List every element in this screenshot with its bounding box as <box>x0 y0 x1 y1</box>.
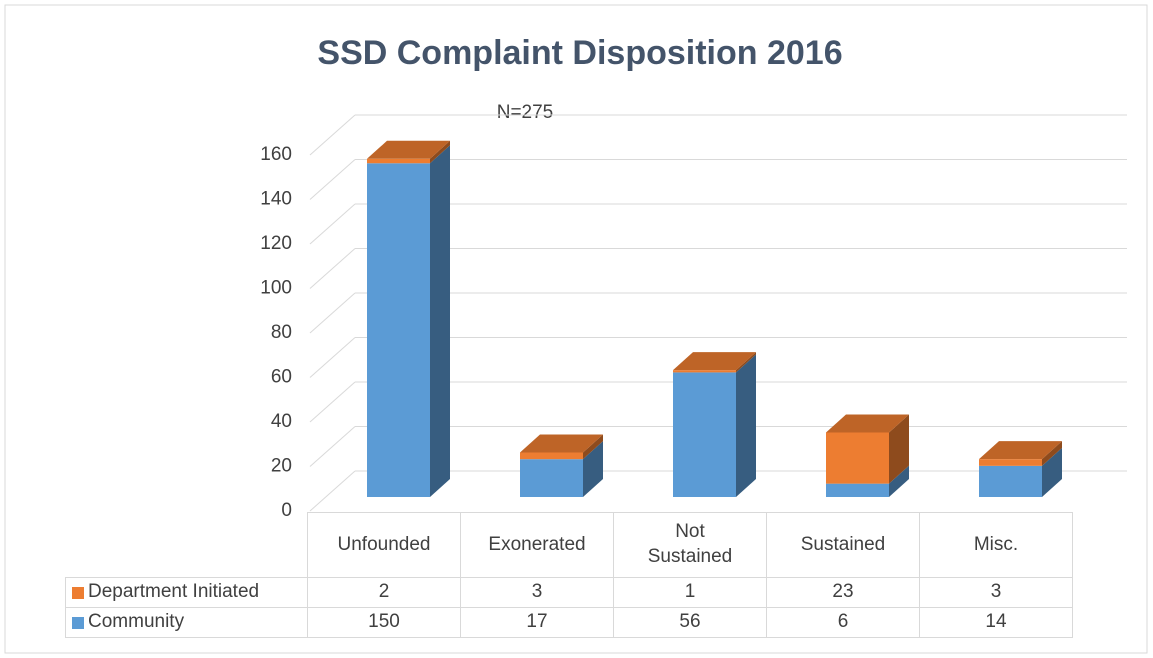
bar-side <box>889 465 909 497</box>
table-value: 2 <box>307 577 461 608</box>
grid-line-side <box>309 159 356 200</box>
legend-label: Community <box>88 611 185 633</box>
category-label: Not Sustained <box>613 512 767 578</box>
bar <box>979 465 1042 497</box>
chart-title: SSD Complaint Disposition 2016 <box>317 34 842 72</box>
bar-side <box>1042 447 1062 497</box>
y-tick-label: 120 <box>260 233 292 254</box>
table-value: 3 <box>919 577 1073 608</box>
bar-top <box>979 441 1062 460</box>
legend-swatch <box>72 616 84 629</box>
bar-top <box>367 140 450 159</box>
table-value: 6 <box>766 607 920 638</box>
bar-top <box>826 414 909 433</box>
bar <box>520 452 583 460</box>
table-value: 56 <box>613 607 767 638</box>
grid-line-side <box>309 292 356 334</box>
legend-entry: Department Initiated <box>65 577 308 608</box>
bar-side <box>583 434 603 460</box>
grid-line-side <box>309 426 356 467</box>
y-tick-label: 0 <box>281 500 292 521</box>
annotation: N=275 <box>497 102 554 123</box>
bar-side <box>736 352 756 373</box>
y-tick-label: 60 <box>271 367 292 388</box>
y-tick-label: 80 <box>271 322 292 343</box>
bar <box>367 158 430 164</box>
y-tick-label: 20 <box>271 456 292 477</box>
bar <box>520 459 583 497</box>
y-tick-label: 40 <box>271 411 292 432</box>
table-value: 23 <box>766 577 920 608</box>
legend-swatch <box>72 586 84 599</box>
table-value: 17 <box>460 607 614 638</box>
category-label: Unfounded <box>307 512 461 578</box>
bar-side <box>1042 441 1062 466</box>
table-value: 150 <box>307 607 461 638</box>
bar-top <box>673 352 756 371</box>
bar-top <box>520 434 603 453</box>
frame <box>4 4 1148 654</box>
legend-label: Department Initiated <box>88 581 260 603</box>
y-tick-label: 140 <box>260 189 292 210</box>
table-value: 3 <box>460 577 614 608</box>
bar-side <box>583 441 603 497</box>
bar <box>979 459 1042 466</box>
y-tick-label: 160 <box>260 144 292 165</box>
bar-side <box>736 354 756 497</box>
y-tick-label: 100 <box>260 278 292 299</box>
table-value: 14 <box>919 607 1073 638</box>
grid-line-side <box>309 114 356 156</box>
bar <box>673 372 736 497</box>
bar-side <box>430 140 450 164</box>
bar-side <box>430 145 450 497</box>
grid-line-side <box>309 203 356 245</box>
grid-line-side <box>309 381 356 423</box>
table-value: 1 <box>613 577 767 608</box>
grid-line-side <box>309 470 356 512</box>
bar-side <box>889 414 909 484</box>
grid-line-side <box>309 337 356 378</box>
category-label: Exonerated <box>460 512 614 578</box>
category-label: Misc. <box>919 512 1073 578</box>
grid-line-side <box>309 248 356 289</box>
category-label: Sustained <box>766 512 920 578</box>
bar <box>673 370 736 373</box>
bar <box>826 483 889 497</box>
legend-entry: Community <box>65 607 308 638</box>
bar <box>826 432 889 484</box>
bar <box>367 163 430 497</box>
